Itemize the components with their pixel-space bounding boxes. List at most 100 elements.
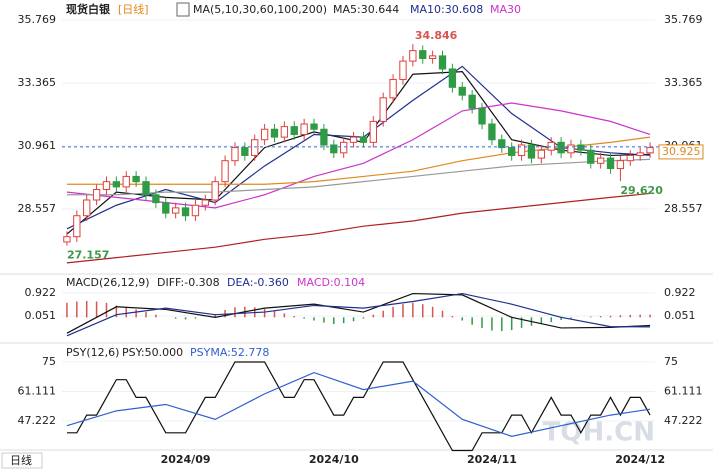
candle-body xyxy=(112,181,121,188)
period-tab[interactable] xyxy=(1,452,43,469)
readout: MA5:30.644 xyxy=(333,3,399,16)
candle-body xyxy=(428,55,437,59)
candle-body xyxy=(320,128,328,146)
candle-body xyxy=(280,126,289,138)
readout: MACD:0.104 xyxy=(297,276,365,289)
candle-body xyxy=(211,181,219,201)
y-tick-label: 0.051 xyxy=(25,309,57,322)
candle-body xyxy=(152,194,160,204)
ma-line xyxy=(66,192,651,264)
x-tick-label: 2024/11 xyxy=(467,453,517,466)
candle-body xyxy=(448,68,457,88)
y-tick-label: 75 xyxy=(664,355,678,368)
psyma-line xyxy=(66,371,651,437)
candle-body xyxy=(340,141,348,154)
candle-body xyxy=(438,55,447,70)
y-tick-label: 61.111 xyxy=(18,384,57,397)
psy-line xyxy=(66,361,651,452)
y-tick-label: 47.222 xyxy=(664,414,703,427)
macd-line xyxy=(66,292,651,337)
candle-body xyxy=(369,120,377,143)
candle-body xyxy=(567,144,575,154)
candle-body xyxy=(171,207,180,214)
y-tick-label: 0.922 xyxy=(664,286,696,299)
candle-body xyxy=(122,175,130,188)
y-tick-label: 28.557 xyxy=(18,202,57,215)
candle-body xyxy=(260,128,269,141)
period-label[interactable]: 日线 xyxy=(10,453,32,467)
y-tick-label: 75 xyxy=(42,355,56,368)
ma-line xyxy=(66,158,651,196)
candle-body xyxy=(162,202,170,214)
candle-body xyxy=(330,144,338,154)
y-tick-label: 0.922 xyxy=(25,286,57,299)
y-tick-label: 33.365 xyxy=(664,76,703,89)
y-tick-label: 33.365 xyxy=(18,76,57,89)
readout: MA30 xyxy=(490,3,521,16)
candle-body xyxy=(63,236,71,243)
candle-body xyxy=(92,189,101,201)
candle-body xyxy=(419,50,427,59)
candle-body xyxy=(488,123,496,141)
candle-body xyxy=(102,181,111,191)
candle-body xyxy=(290,126,298,135)
candle-body xyxy=(379,97,387,122)
y-tick-label: 35.769 xyxy=(18,13,57,26)
candle-body xyxy=(83,199,91,217)
candle-body xyxy=(596,157,605,164)
candle-body xyxy=(231,147,239,162)
candle-body xyxy=(191,204,200,217)
candle-body xyxy=(508,147,516,156)
settings-icon[interactable] xyxy=(176,2,190,17)
watermark: TQH.CN xyxy=(543,418,655,448)
candle-body xyxy=(310,123,318,130)
x-tick-label: 2024/10 xyxy=(309,453,359,466)
price-annotation: 29.620 xyxy=(620,184,663,197)
last-price-label: 30.925 xyxy=(662,145,701,158)
period: [日线] xyxy=(118,2,149,16)
x-tick-label: 2024/09 xyxy=(161,453,211,466)
candle-body xyxy=(201,199,209,206)
candle-body xyxy=(527,144,536,159)
last-price-box xyxy=(658,144,704,160)
candle-body xyxy=(547,141,555,151)
readout: PSY:50.000 xyxy=(122,346,183,359)
x-tick-label: 2024/12 xyxy=(615,453,665,466)
candle-body xyxy=(636,152,644,156)
candle-body xyxy=(557,141,565,154)
candle-body xyxy=(537,149,546,159)
candle-body xyxy=(626,154,634,162)
candle-body xyxy=(409,50,417,62)
candle-body xyxy=(468,94,476,109)
y-tick-label: 35.769 xyxy=(664,13,703,26)
candle-body xyxy=(616,160,625,170)
macd-line xyxy=(66,292,651,334)
candle-body xyxy=(458,86,466,96)
candle-body xyxy=(606,157,615,170)
y-tick-label: 30.961 xyxy=(18,139,57,152)
candle-body xyxy=(577,144,585,151)
candle-body xyxy=(132,175,140,183)
candle-body xyxy=(349,136,358,143)
price-annotation: 34.846 xyxy=(415,29,458,42)
panel-title: PSY(12,6) xyxy=(66,346,119,359)
candle-body xyxy=(300,123,308,135)
panel-title: MACD(26,12,9) xyxy=(66,276,150,289)
y-tick-label: 47.222 xyxy=(18,414,57,427)
candle-body xyxy=(646,147,654,154)
y-tick-label: 0.051 xyxy=(664,309,696,322)
candle-body xyxy=(73,215,81,238)
readout: DEA:-0.360 xyxy=(227,276,289,289)
candle-body xyxy=(270,128,279,138)
indicator: MA(5,10,30,60,100,200) xyxy=(193,3,327,16)
candle-body xyxy=(241,147,249,156)
candle-body xyxy=(517,144,526,156)
readout: DIFF:-0.308 xyxy=(157,276,220,289)
candle-body xyxy=(181,207,190,217)
y-tick-label: 28.557 xyxy=(664,202,703,215)
candle-body xyxy=(587,149,595,164)
candle-body xyxy=(251,139,259,156)
chart-title: 现货白银 xyxy=(66,2,111,16)
